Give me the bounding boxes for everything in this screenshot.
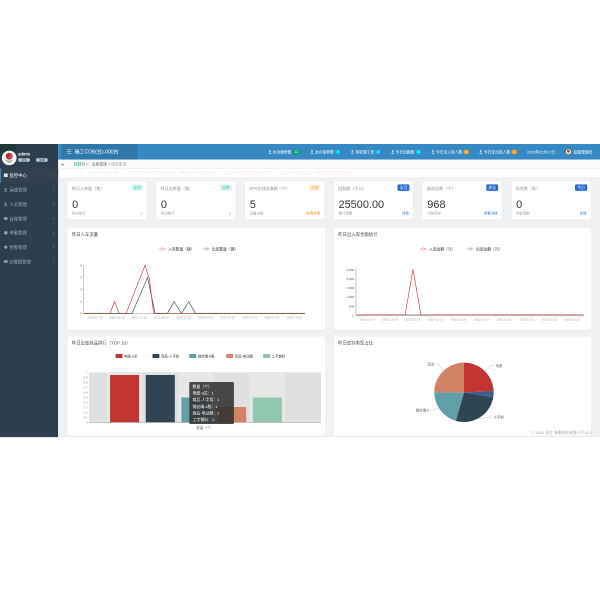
svg-text:0.3: 0.3 — [84, 405, 88, 409]
svg-text:2020-12-17: 2020-12-17 — [428, 317, 443, 321]
svg-text:钢丝绳-6股：1: 钢丝绳-6股：1 — [192, 404, 217, 409]
svg-text:电缆-3芯：1: 电缆-3芯：1 — [192, 391, 213, 396]
svg-text:0: 0 — [80, 312, 82, 316]
svg-text:出库数量（辆）: 出库数量（辆） — [212, 246, 238, 251]
svg-text:2020-12-20: 2020-12-20 — [496, 317, 511, 321]
svg-text:2020-12-21: 2020-12-21 — [242, 316, 257, 320]
svg-text:2020-12-15: 2020-12-15 — [383, 317, 398, 321]
svg-text:2020-12-23: 2020-12-23 — [286, 316, 301, 320]
svg-text:2020-12-14: 2020-12-14 — [87, 316, 102, 320]
svg-text:钢丝绳-6股: 钢丝绳-6股 — [198, 353, 215, 358]
svg-text:商品-人字扣：1: 商品-人字扣：1 — [192, 397, 219, 402]
svg-text:1: 1 — [86, 370, 88, 374]
svg-text:出库金额（元）: 出库金额（元） — [476, 246, 502, 251]
svg-text:2020-12-18: 2020-12-18 — [451, 317, 466, 321]
svg-text:电缆: 电缆 — [496, 363, 503, 368]
svg-text:0.2: 0.2 — [84, 410, 88, 414]
svg-text:2020-12-18: 2020-12-18 — [176, 316, 191, 320]
svg-text:2: 2 — [80, 288, 82, 292]
svg-text:0.6: 0.6 — [84, 390, 88, 394]
svg-text:数量（个）: 数量（个） — [192, 384, 211, 389]
svg-text:2020-12-22: 2020-12-22 — [542, 317, 557, 321]
svg-text:商品-人字扣: 商品-人字扣 — [161, 353, 180, 358]
svg-text:电缆-3芯: 电缆-3芯 — [124, 353, 138, 358]
svg-text:500: 500 — [349, 304, 354, 308]
svg-text:工字钢料：1: 工字钢料：1 — [192, 417, 214, 422]
svg-text:4: 4 — [80, 264, 82, 268]
svg-text:2020-12-23: 2020-12-23 — [565, 317, 580, 321]
svg-text:2020-12-15: 2020-12-15 — [109, 316, 124, 320]
svg-text:入库数量（辆）: 入库数量（辆） — [168, 246, 194, 251]
svg-text:商品: 商品 — [428, 361, 435, 366]
svg-text:工字钢料: 工字钢料 — [271, 353, 285, 358]
svg-text:0.9: 0.9 — [84, 375, 88, 379]
svg-text:0.7: 0.7 — [84, 385, 88, 389]
svg-text:2020-12-19: 2020-12-19 — [474, 317, 489, 321]
svg-text:2,500: 2,500 — [346, 268, 354, 272]
svg-text:商品-电动葫：1: 商品-电动葫：1 — [192, 410, 219, 415]
svg-text:2020-12-21: 2020-12-21 — [519, 317, 534, 321]
svg-text:2020-12-19: 2020-12-19 — [198, 316, 213, 320]
svg-text:1: 1 — [80, 300, 82, 304]
svg-text:商品-电动葫: 商品-电动葫 — [235, 353, 254, 358]
svg-text:3: 3 — [80, 276, 82, 280]
svg-text:2020-12-20: 2020-12-20 — [220, 316, 235, 320]
svg-text:数量（个）: 数量（个） — [196, 425, 213, 430]
svg-text:1,500: 1,500 — [346, 286, 354, 290]
svg-text:2020-12-16: 2020-12-16 — [405, 317, 420, 321]
svg-text:2020-12-16: 2020-12-16 — [131, 316, 146, 320]
svg-text:2020-12-17: 2020-12-17 — [154, 316, 169, 320]
svg-text:0.8: 0.8 — [84, 380, 88, 384]
svg-text:2020-12-22: 2020-12-22 — [264, 316, 279, 320]
svg-text:工字钢: 工字钢 — [493, 414, 504, 419]
svg-text:2,000: 2,000 — [346, 277, 354, 281]
svg-text:0.1: 0.1 — [84, 415, 88, 419]
svg-text:钢丝绳-6: 钢丝绳-6 — [416, 408, 429, 413]
svg-text:0: 0 — [352, 313, 354, 317]
svg-text:0.5: 0.5 — [84, 395, 88, 399]
svg-text:0.4: 0.4 — [84, 400, 88, 404]
svg-text:2020-12-14: 2020-12-14 — [360, 317, 375, 321]
svg-text:入库金额（元）: 入库金额（元） — [429, 246, 455, 251]
svg-text:1,000: 1,000 — [346, 295, 354, 299]
svg-text:0: 0 — [86, 420, 88, 424]
